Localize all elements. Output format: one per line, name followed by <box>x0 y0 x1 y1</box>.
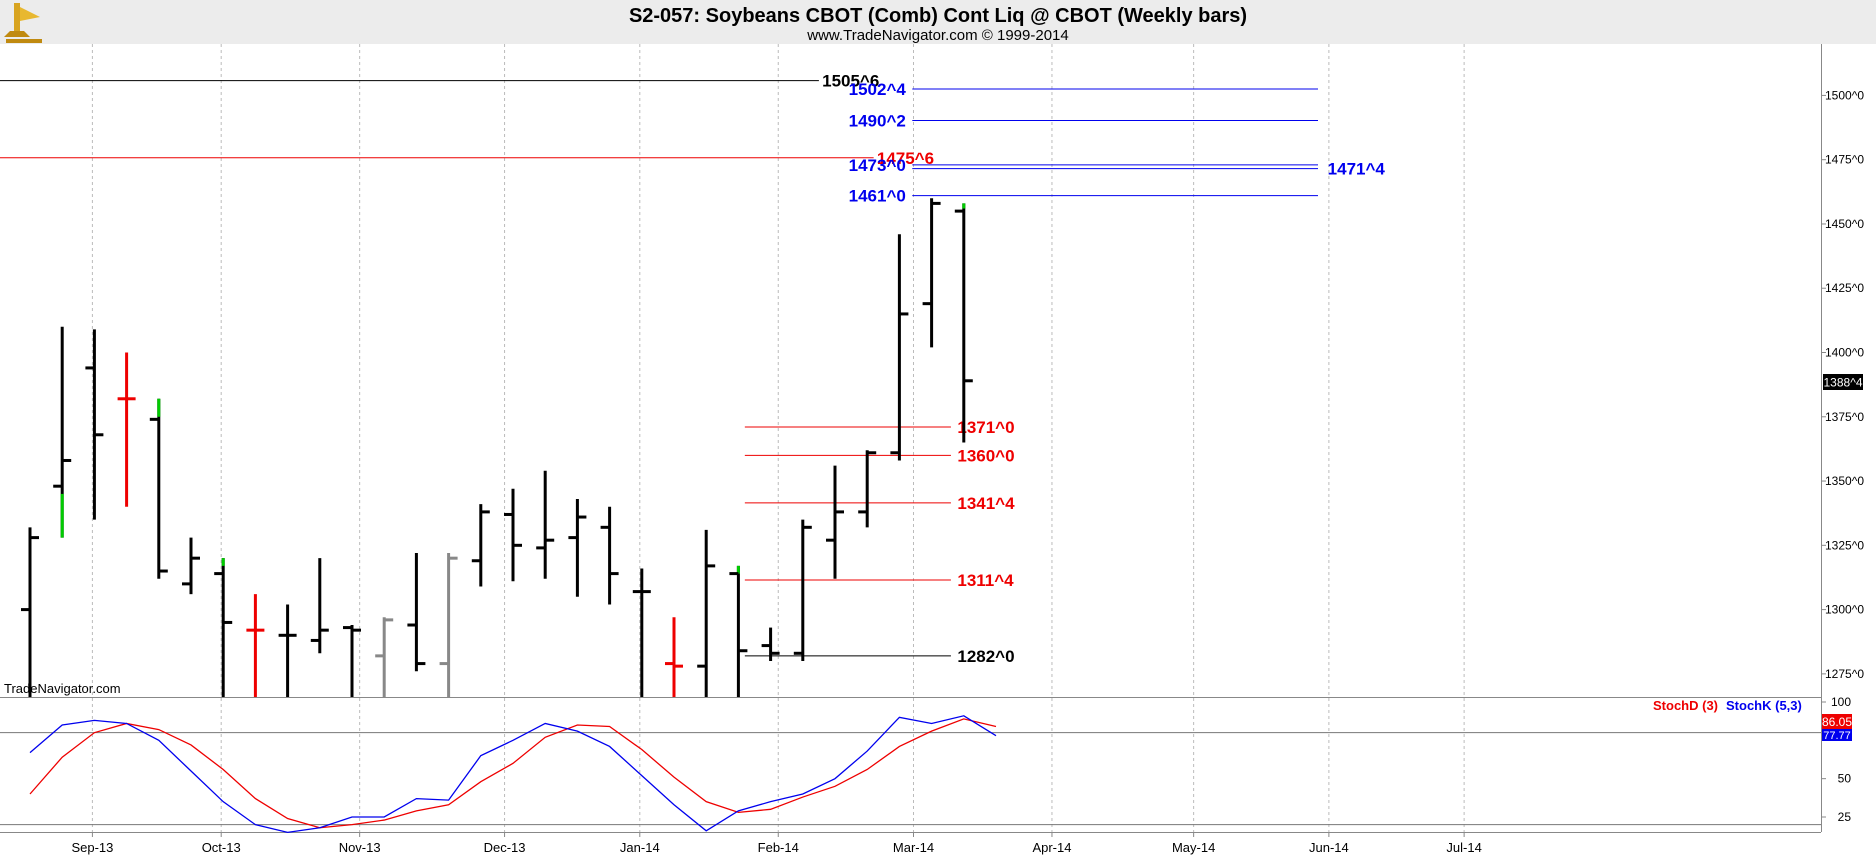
ohlc-bar <box>600 506 619 605</box>
ohlc-bar <box>729 565 748 697</box>
ohlc-bar <box>278 604 297 697</box>
stoch-d-value-box <box>1822 714 1852 729</box>
month-label: Feb-14 <box>758 840 799 855</box>
stoch-tick-label: 25 <box>1838 810 1852 824</box>
ohlc-bar <box>53 326 72 538</box>
level-label: 1502^4 <box>849 80 907 99</box>
last-price-box <box>1823 374 1863 390</box>
stoch-k-value: 77.77 <box>1823 730 1851 742</box>
level-label: 1360^0 <box>957 446 1014 465</box>
ohlc-bar <box>439 553 458 697</box>
month-label: Sep-13 <box>71 840 113 855</box>
ohlc-bar <box>182 537 200 595</box>
price-bars <box>21 198 973 697</box>
grid-lines <box>0 44 1821 832</box>
ohlc-bar <box>343 625 361 697</box>
month-label: Dec-13 <box>484 840 526 855</box>
trade-navigator-logo-icon <box>4 3 42 43</box>
price-tick-label: 1500^0 <box>1825 88 1864 102</box>
price-tick-label: 1425^0 <box>1825 281 1864 295</box>
ohlc-bar <box>568 499 587 597</box>
ohlc-bar <box>21 527 39 697</box>
ohlc-bar <box>246 594 265 697</box>
month-label: Nov-13 <box>339 840 381 855</box>
ohlc-bar <box>471 504 490 587</box>
stoch-d-value: 86.05 <box>1822 715 1852 729</box>
ohlc-bar <box>632 568 651 697</box>
ohlc-bar <box>697 529 716 697</box>
price-axis-ticks: 1275^0 1300^0 1325^0 1350^0 1375^0 1400^0 1425… <box>1821 88 1864 824</box>
ohlc-bar <box>922 198 941 348</box>
ohlc-bar <box>858 450 877 528</box>
month-label: Jul-14 <box>1446 840 1481 855</box>
month-label: Mar-14 <box>893 840 934 855</box>
price-tick-label: 1450^0 <box>1825 217 1864 231</box>
ohlc-bar <box>85 329 104 520</box>
stoch-k-value-box <box>1822 729 1852 741</box>
price-tick-label: 1275^0 <box>1825 667 1864 681</box>
ohlc-bar <box>890 234 909 461</box>
month-label: Oct-13 <box>202 840 241 855</box>
ohlc-bar <box>665 617 683 697</box>
chart-subtitle: www.TradeNavigator.com © 1999-2014 <box>806 27 1068 44</box>
header-band <box>0 0 1876 44</box>
level-label: 1461^0 <box>849 187 906 206</box>
price-tick-label: 1375^0 <box>1825 410 1864 424</box>
ohlc-bar <box>504 488 522 582</box>
last-price-label: 1388^4 <box>1824 376 1863 390</box>
level-label: 1371^0 <box>957 418 1014 437</box>
ohlc-bar <box>407 553 426 672</box>
ohlc-bar <box>793 519 812 662</box>
stoch-d-line <box>29 718 997 829</box>
ohlc-bar <box>310 558 329 654</box>
price-tick-label: 1350^0 <box>1825 474 1864 488</box>
level-label: 1282^0 <box>957 647 1014 666</box>
level-label: 1475^6 <box>877 149 934 168</box>
month-label: Jun-14 <box>1309 840 1349 855</box>
month-label: May-14 <box>1172 840 1215 855</box>
price-tick-label: 1475^0 <box>1825 153 1864 167</box>
stoch-d-legend: StochD (3) <box>1653 698 1718 713</box>
ohlc-bar <box>375 617 394 697</box>
stoch-tick-label: 100 <box>1831 695 1851 709</box>
ohlc-bar <box>117 352 136 507</box>
ohlc-bar <box>536 470 555 579</box>
price-tick-label: 1325^0 <box>1825 538 1864 552</box>
level-label: 1473^0 <box>849 156 906 175</box>
price-panel <box>0 44 1821 697</box>
ohlc-bar <box>761 627 780 662</box>
level-label: 1490^2 <box>849 111 906 130</box>
ohlc-bar <box>954 203 973 443</box>
ohlc-bar <box>149 398 168 579</box>
month-label: Jan-14 <box>620 840 660 855</box>
ohlc-bar <box>214 558 233 697</box>
price-tick-label: 1300^0 <box>1825 603 1864 617</box>
stoch-tick-label: 50 <box>1838 772 1852 786</box>
stochastic-panel <box>0 697 1821 832</box>
level-label: 1505^6 <box>822 72 879 91</box>
level-label: 1311^4 <box>957 571 1014 590</box>
level-label: 1341^4 <box>957 494 1015 513</box>
stoch-k-line <box>29 715 997 833</box>
price-tick-label: 1400^0 <box>1825 346 1864 360</box>
level-label: 1471^4 <box>1328 160 1386 179</box>
ohlc-bar <box>826 465 844 579</box>
stochastic-lines <box>29 715 997 833</box>
watermark: TradeNavigator.com <box>4 681 121 696</box>
month-label: Apr-14 <box>1032 840 1071 855</box>
chart-title: S2-057: Soybeans CBOT (Comb) Cont Liq @ … <box>629 5 1247 27</box>
stoch-k-legend: StochK (5,3) <box>1726 698 1802 713</box>
time-axis-ticks: Sep-13 Oct-13 Nov-13 Dec-13 Jan-14 Feb-14 Mar-… <box>71 832 1482 855</box>
